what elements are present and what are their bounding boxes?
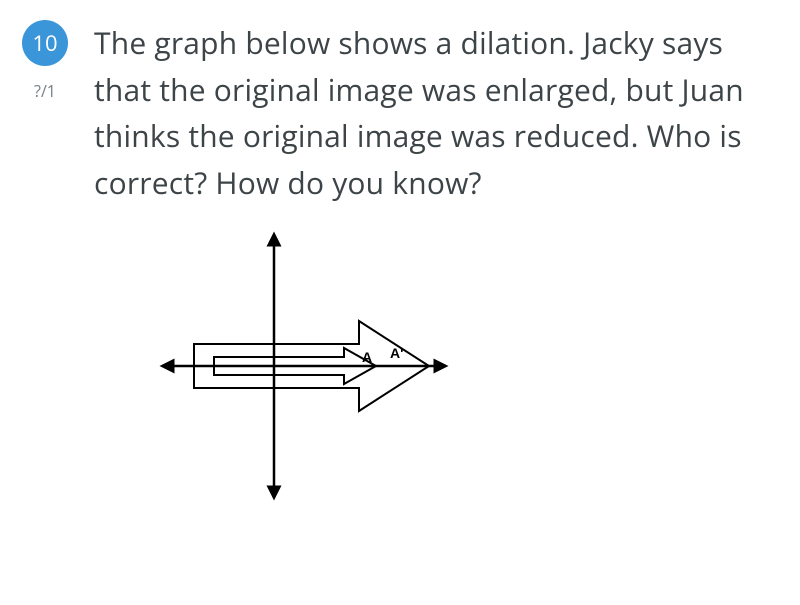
question-score: ?/1 [34,80,56,102]
dilation-figure: A A' [154,226,474,506]
question-container: 10 ?/1 The graph below shows a dilation.… [20,20,760,506]
question-body: The graph below shows a dilation. Jacky … [94,20,760,506]
question-text: The graph below shows a dilation. Jacky … [94,20,760,206]
question-number-badge: 10 [22,20,68,66]
svg-text:A': A' [390,345,403,361]
svg-text:A: A [362,349,372,365]
question-meta: 10 ?/1 [20,20,70,102]
dilation-figure-wrap: A A' [94,226,760,506]
